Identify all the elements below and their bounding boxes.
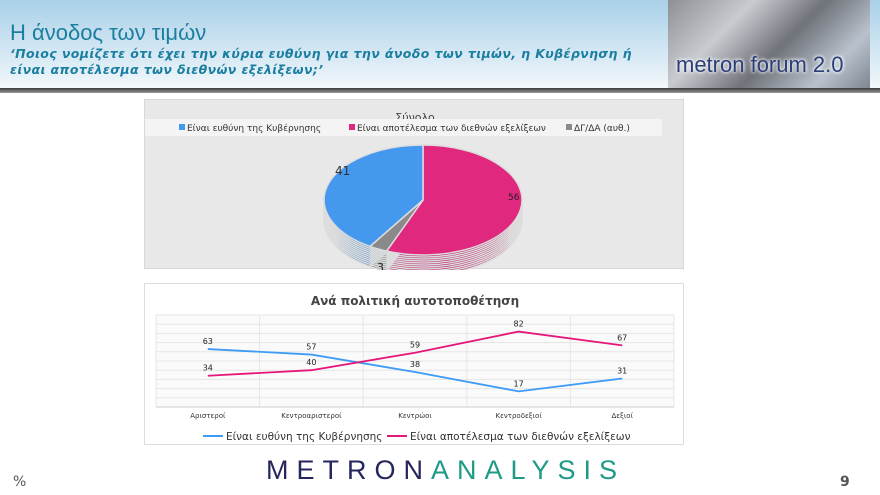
- data-label: 34: [203, 364, 213, 373]
- data-label: 3: [377, 261, 384, 270]
- pie-slice: [323, 144, 424, 248]
- metron-forum-logo: metron forum 2.0: [668, 0, 870, 88]
- series-line: [207, 348, 623, 393]
- x-tick-label: Δεξιοί: [611, 412, 633, 420]
- legend-label: Είναι ευθύνη της Κυβέρνησης: [226, 431, 382, 443]
- legend-label: Είναι ευθύνη της Κυβέρνησης: [187, 123, 321, 134]
- line-chart: Ανά πολιτική αυτοτοποθέτηση Αριστεροί Κεντ…: [155, 294, 675, 443]
- legend-label: ΔΓ/ΔΑ (αυθ.): [574, 124, 630, 134]
- unit-label: %: [13, 474, 27, 490]
- legend-swatch: [566, 124, 572, 130]
- data-label: 57: [306, 343, 316, 352]
- data-label: 59: [410, 341, 420, 350]
- page-subtitle: ‘Ποιος νομίζετε ότι έχει την κύρια ευθύν…: [10, 46, 632, 77]
- data-label: 82: [514, 320, 524, 329]
- x-tick-label: Κεντρώοι: [398, 412, 432, 420]
- data-label: 56: [508, 193, 520, 203]
- metron-analysis-logo: METRONANALYSIS: [266, 455, 626, 485]
- data-label: 40: [306, 358, 316, 367]
- legend-swatch: [179, 124, 185, 130]
- line-chart-panel: Ανά πολιτική αυτοτοποθέτηση Αριστεροί Κεντ…: [144, 283, 684, 445]
- data-label: 41: [335, 164, 350, 178]
- page-number: 9: [840, 474, 850, 490]
- legend-label: Είναι αποτέλεσμα των διεθνών εξελίξεων: [410, 431, 631, 443]
- x-tick-label: Κεντροδεξιοί: [495, 412, 542, 420]
- data-label: 38: [410, 360, 420, 369]
- legend-swatch: [349, 124, 355, 130]
- data-label: 63: [203, 337, 213, 346]
- line-chart-title: Ανά πολιτική αυτοτοποθέτηση: [311, 294, 519, 308]
- pie-chart-panel: Σύνολο Είναι ευθύνη της Κυβέρνησης Είναι α…: [144, 99, 684, 276]
- data-label: 67: [617, 333, 627, 342]
- header-divider: [0, 88, 880, 93]
- legend-label: Είναι αποτέλεσμα των διεθνών εξελίξεων: [357, 123, 546, 134]
- pie-slice: [385, 144, 523, 256]
- series-line: [207, 330, 623, 377]
- data-label: 17: [514, 379, 524, 388]
- x-tick-label: Κεντροαριστεροί: [281, 412, 342, 420]
- data-label: 31: [617, 366, 627, 375]
- header: Η άνοδος των τιμών ‘Ποιος νομίζετε ότι έ…: [0, 0, 880, 88]
- pie-legend: [145, 119, 662, 136]
- page-title: Η άνοδος των τιμών: [10, 20, 207, 45]
- x-tick-label: Αριστεροί: [190, 412, 226, 420]
